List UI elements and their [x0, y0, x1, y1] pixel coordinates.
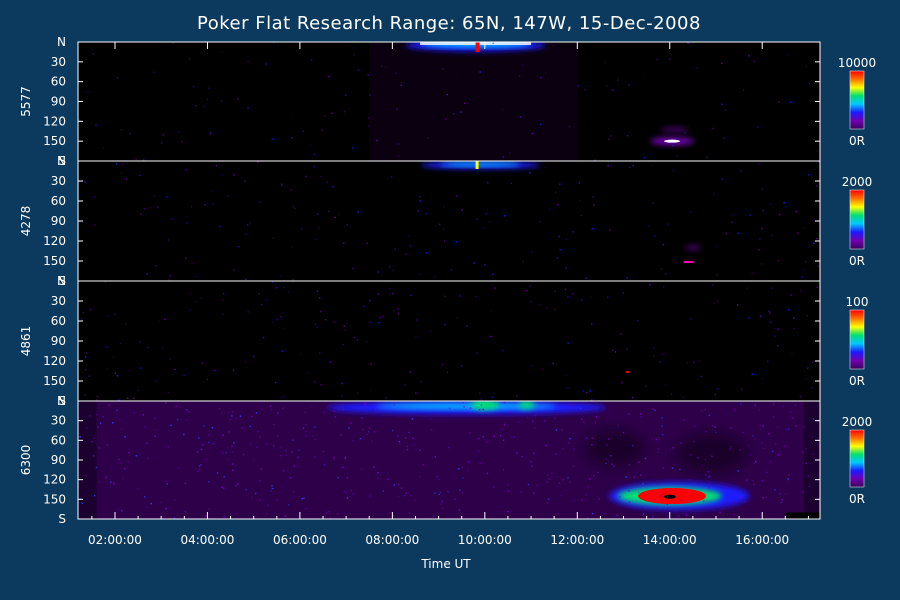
panel-5577: N 30 60 90 120 150 S 5577 10000 0R — [19, 35, 876, 168]
x-tick-label: 14:00:00 — [643, 533, 697, 547]
y-tick-label: S — [58, 154, 66, 168]
colorbar-min-label: 0R — [849, 134, 865, 148]
colorbar-max-label: 100 — [846, 295, 869, 309]
y-tick-label: 60 — [51, 75, 66, 89]
y-tick-label: 120 — [43, 354, 66, 368]
y-tick-label: 30 — [51, 55, 66, 69]
y-tick-label: 120 — [43, 473, 66, 487]
colorbar-max-label: 2000 — [842, 175, 873, 189]
x-tick-label: 08:00:00 — [365, 533, 419, 547]
colorbar-min-label: 0R — [849, 254, 865, 268]
panel-ylabel: 4861 — [19, 326, 33, 357]
y-tick-label: 30 — [51, 294, 66, 308]
y-tick-label: 150 — [43, 134, 66, 148]
y-tick-label: 150 — [43, 254, 66, 268]
y-tick-label: 120 — [43, 234, 66, 248]
emission-intensity — [79, 42, 819, 161]
panel-ylabel: 5577 — [19, 86, 33, 117]
y-tick-label: S — [58, 274, 66, 288]
colorbar-min-label: 0R — [849, 492, 865, 506]
x-tick-label: 16:00:00 — [735, 533, 789, 547]
y-tick-label: 60 — [51, 194, 66, 208]
y-tick-label: 30 — [51, 414, 66, 428]
plot-area — [78, 281, 820, 401]
panel-4861: N 30 60 90 120 150 S 4861 100 0R — [19, 274, 868, 408]
x-tick-label: 06:00:00 — [273, 533, 327, 547]
x-tick-label: 02:00:00 — [88, 533, 142, 547]
chart-title: Poker Flat Research Range: 65N, 147W, 15… — [197, 13, 701, 34]
plot-area — [78, 161, 820, 281]
panel-4278: N 30 60 90 120 150 S 4278 2000 0R — [19, 154, 872, 288]
y-tick-label: S — [58, 394, 66, 408]
panel-ylabel: 6300 — [19, 445, 33, 476]
emission-intensity — [81, 161, 820, 281]
emission-intensity — [78, 401, 820, 519]
colorbar — [849, 309, 865, 370]
y-tick-label: 150 — [43, 374, 66, 388]
colorbar-min-label: 0R — [849, 374, 865, 388]
x-axis: 02:00:00 04:00:00 06:00:00 08:00:00 10:00:00… — [88, 42, 809, 547]
colorbar-max-label: 2000 — [842, 415, 873, 429]
y-tick-label: 90 — [51, 334, 66, 348]
panel-6300: N 30 60 90 120 150 S 6300 2000 0R — [19, 394, 872, 526]
x-axis-title: Time UT — [420, 557, 471, 571]
plot-area — [78, 42, 820, 161]
y-tick-label: 30 — [51, 174, 66, 188]
y-tick-label: N — [57, 394, 66, 408]
x-tick-label: 04:00:00 — [180, 533, 234, 547]
y-tick-label: N — [57, 154, 66, 168]
y-tick-label: N — [57, 35, 66, 49]
colorbar — [849, 70, 865, 130]
y-tick-label: 60 — [51, 433, 66, 447]
y-tick-label: 150 — [43, 492, 66, 506]
colorbar-max-label: 10000 — [838, 56, 876, 70]
y-tick-label: 90 — [51, 95, 66, 109]
x-tick-label: 12:00:00 — [550, 533, 604, 547]
y-tick-label: 90 — [51, 453, 66, 467]
emission-intensity — [80, 281, 819, 401]
y-tick-label: S — [58, 512, 66, 526]
panel-ylabel: 4278 — [19, 206, 33, 237]
colorbar — [849, 429, 865, 488]
y-tick-label: 60 — [51, 314, 66, 328]
y-tick-label: 90 — [51, 214, 66, 228]
x-tick-label: 10:00:00 — [458, 533, 512, 547]
y-tick-label: N — [57, 274, 66, 288]
colorbar — [849, 189, 865, 250]
y-tick-label: 120 — [43, 114, 66, 128]
